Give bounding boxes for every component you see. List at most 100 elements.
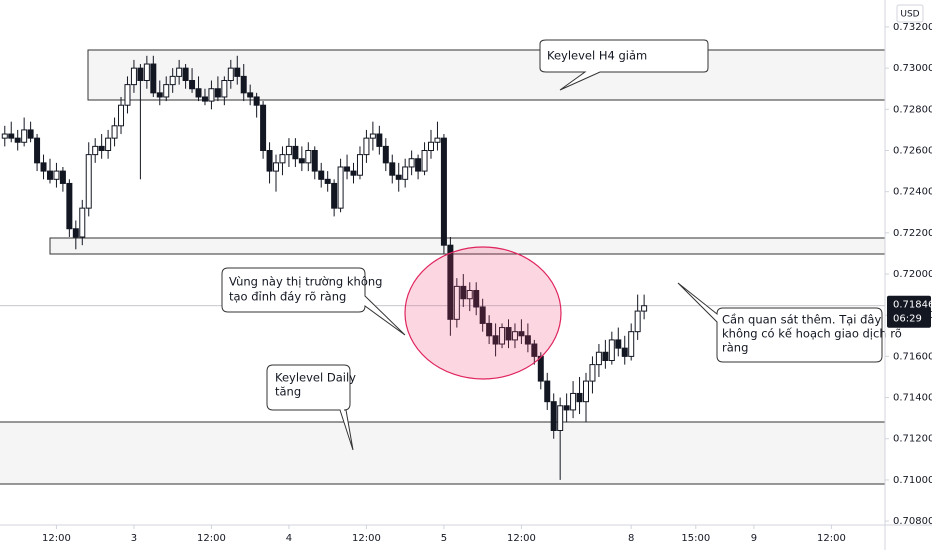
candle-body [46,170,53,180]
candle-body [118,104,125,127]
candle-body [105,137,112,152]
callout-box [677,282,883,363]
candle-body [402,166,409,180]
y-tick-label: 0.71600 [893,351,932,362]
candle-body [447,244,454,320]
x-tick-label: 12:00 [352,533,381,544]
candle-body [208,88,215,102]
candle-body [376,133,383,147]
candle-body [189,80,196,90]
y-tick-label: 0.72400 [893,187,932,198]
candle-body [389,162,396,176]
x-tick-label: 9 [751,533,757,544]
candle-body [273,162,280,172]
candle-body [486,322,493,337]
highlight-ellipse [404,246,562,380]
candle-body [589,364,596,382]
callout-text: Keylevel H4 giảm [547,49,647,63]
candle-body [292,145,299,160]
candle-body [557,405,564,432]
candle-body [34,137,41,164]
candle-body [324,178,331,184]
candle-body [531,343,538,357]
callout-text: không có kế hoạch giao dịch rõ [722,327,902,341]
candle-body [285,145,292,156]
candle-body [544,380,551,403]
callout: Keylevel Daily tăng [266,364,356,451]
candle-body [227,67,234,81]
candle-body [1,133,8,139]
candle-body [98,145,105,152]
candle-body [550,401,557,432]
candle-body [350,170,357,176]
x-tick-label: 8 [628,533,634,544]
candle-body [460,285,467,300]
x-tick-label: 3 [131,533,137,544]
candle-body [298,158,305,164]
candle-body [214,88,221,98]
candle-body [260,104,267,151]
candle-body [582,380,589,403]
candle-body [163,84,170,98]
candle-body [143,63,150,81]
candle-body [641,305,648,312]
candle-body [453,285,460,320]
candle-body [92,145,99,156]
daily-zone [0,422,885,484]
candle-body [524,335,531,345]
candle-body [240,75,247,94]
y-tick-label: 0.72800 [893,104,932,115]
candle-body [602,351,609,362]
x-tick-label: 4 [286,533,292,544]
candle-body [150,63,157,94]
candle-body [111,125,118,139]
zones [0,49,886,485]
x-tick-label: 12:00 [817,533,846,544]
countdown-label: 06:29 [893,314,922,325]
candle-body [318,170,325,180]
y-tick-label: 0.70800 [893,516,932,527]
candle-body [466,290,473,300]
candle-body [331,182,338,209]
callout: Vùng này thị trường không tạo đỉnh đáy r… [221,267,406,336]
candle-body [176,67,183,77]
callout-box [221,267,406,336]
y-tick-label: 0.72600 [893,146,932,157]
last-price-box [887,295,931,328]
callout-text: tăng [275,385,301,399]
last-price-label: 0.71846 [893,300,932,311]
callout: Keylevel H4 giảm [539,39,709,91]
candle-body [479,306,486,324]
candle-body [356,154,363,176]
y-tick-label: 0.71000 [893,475,932,486]
callout-text: ràng [722,341,748,355]
callout-box [266,364,354,451]
candle-body [337,166,344,209]
candle-body [428,141,435,152]
candle-body [311,150,318,172]
candle-body [14,137,21,143]
y-tick-label: 0.72200 [893,228,932,239]
candle-body [201,96,208,102]
candle-body [130,67,137,86]
x-tick-label: 12:00 [42,533,71,544]
currency-box[interactable] [896,4,924,23]
candle-body [8,133,15,139]
candle-body [505,327,512,341]
candle-body [234,67,241,77]
candle-body [247,92,254,98]
y-tick-label: 0.71400 [893,393,932,404]
candle-body [27,129,34,139]
candle-body [369,133,376,139]
y-tick-label: 0.71200 [893,434,932,445]
x-tick-label: 15:00 [681,533,710,544]
x-tick-label: 5 [441,533,447,544]
candle-body [169,75,176,86]
candle-body [408,158,415,168]
candle-body [473,290,480,308]
candle-body [124,84,131,106]
candle-body [221,80,228,98]
candle-body [570,392,577,411]
